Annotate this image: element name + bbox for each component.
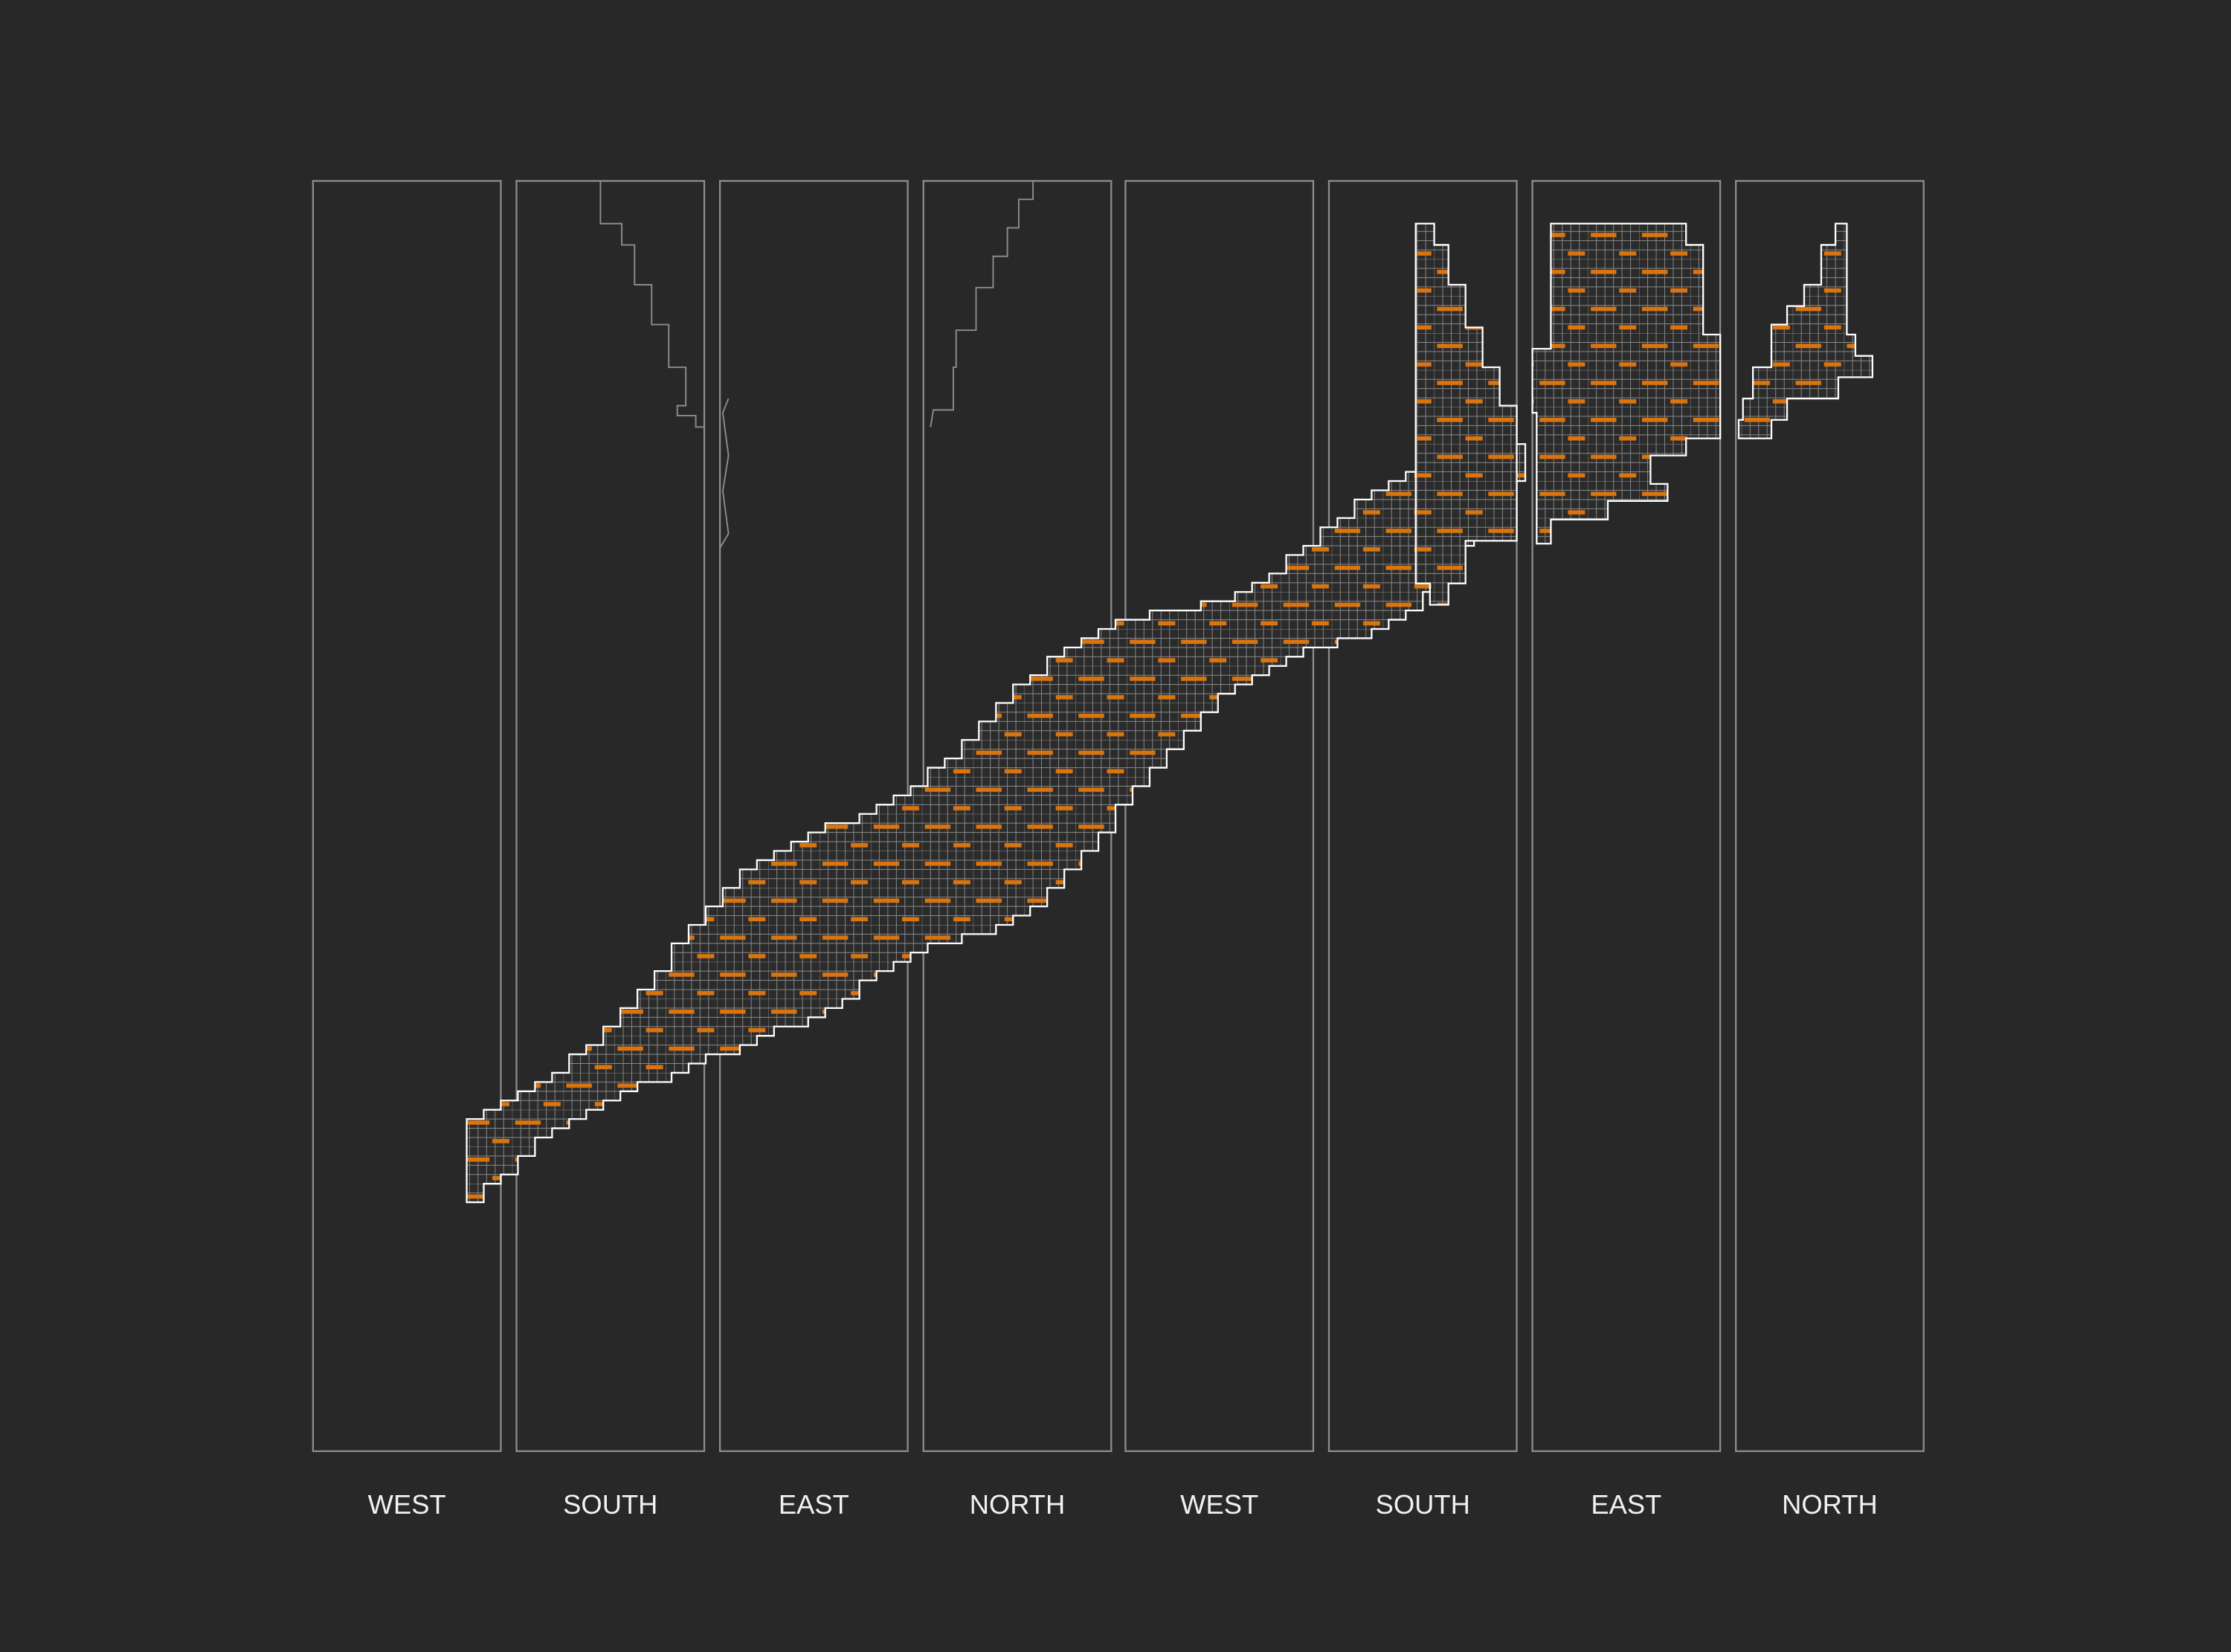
- elevation-label: WEST: [368, 1489, 446, 1520]
- elevation-label: SOUTH: [1376, 1489, 1470, 1520]
- labels: WEST SOUTH EAST NORTH WEST SOUTH EAST NORTH: [368, 1489, 1878, 1520]
- facade-band: [466, 222, 1874, 1204]
- tile-cluster: [1737, 222, 1874, 439]
- elevation-panel: [1735, 180, 1925, 1453]
- elevation-label: SOUTH: [563, 1489, 657, 1520]
- ghost-outline: [599, 181, 705, 428]
- tile-cluster: [1531, 222, 1722, 545]
- elevation-label: EAST: [779, 1489, 849, 1520]
- elevation-panel: [1327, 180, 1518, 1453]
- elevation-label: NORTH: [1782, 1489, 1878, 1520]
- elevation-panel: [1531, 180, 1722, 1453]
- elevation-panel: [515, 180, 706, 1453]
- elevation-panel: [1124, 180, 1315, 1453]
- elevation-label: NORTH: [970, 1489, 1066, 1520]
- elevation-panel: [312, 180, 502, 1453]
- elevation-label: WEST: [1180, 1489, 1258, 1520]
- tile-cluster: [1414, 222, 1518, 606]
- ghost-outline: [719, 398, 730, 549]
- ghost-outline: [930, 181, 1034, 427]
- tile-band: [466, 443, 1527, 1204]
- elevation-label: EAST: [1591, 1489, 1661, 1520]
